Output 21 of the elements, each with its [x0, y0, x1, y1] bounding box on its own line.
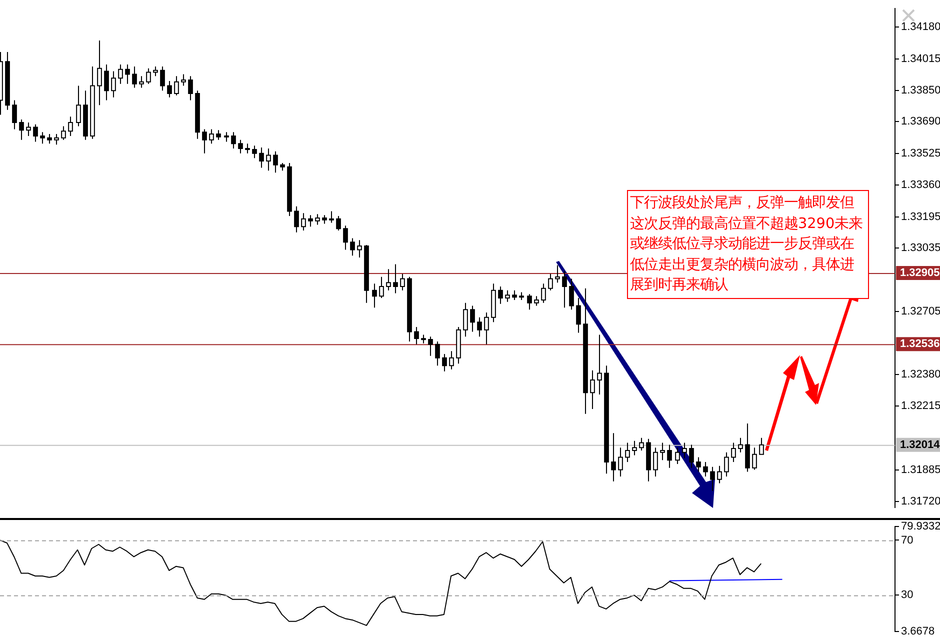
ref-line-label: 1.32014 — [900, 438, 940, 451]
y-tick-label: 1.32380 — [901, 368, 940, 380]
ref-line-label: 1.32905 — [900, 266, 940, 279]
y-tick-label: 1.32215 — [901, 400, 940, 412]
y-tick-label: 1.33360 — [901, 179, 940, 192]
y-tick-label: 70 — [901, 534, 914, 546]
annotation: 下行波段处於尾声，反弹一触即发但这次反弹的最高位置不超越3290未来或继续低位寻求动能进一步反弹或在低位走出更复杂的横向波动，具体进展到时再来确认 — [627, 190, 869, 298]
y-tick-label: 30 — [901, 589, 914, 602]
y-tick-label: 1.34015 — [901, 52, 940, 65]
y-tick-label: 1.34180 — [901, 20, 940, 33]
y-tick-label: 1.33195 — [901, 211, 940, 224]
y-tick-label: 1.31885 — [901, 464, 940, 476]
y-tick-label: 3.6678 — [901, 625, 935, 638]
y-tick-label: 1.33690 — [901, 116, 940, 128]
y-tick-label: 1.33035 — [901, 242, 940, 254]
y-tick-label: 1.33850 — [901, 84, 940, 97]
ref-line-label: 1.32536 — [900, 338, 940, 350]
y-tick-label: 79.9332 — [901, 520, 940, 533]
y-tick-label: 1.31720 — [901, 496, 940, 508]
y-tick-label: 1.33525 — [901, 147, 940, 160]
y-tick-label: 1.32705 — [901, 306, 940, 318]
